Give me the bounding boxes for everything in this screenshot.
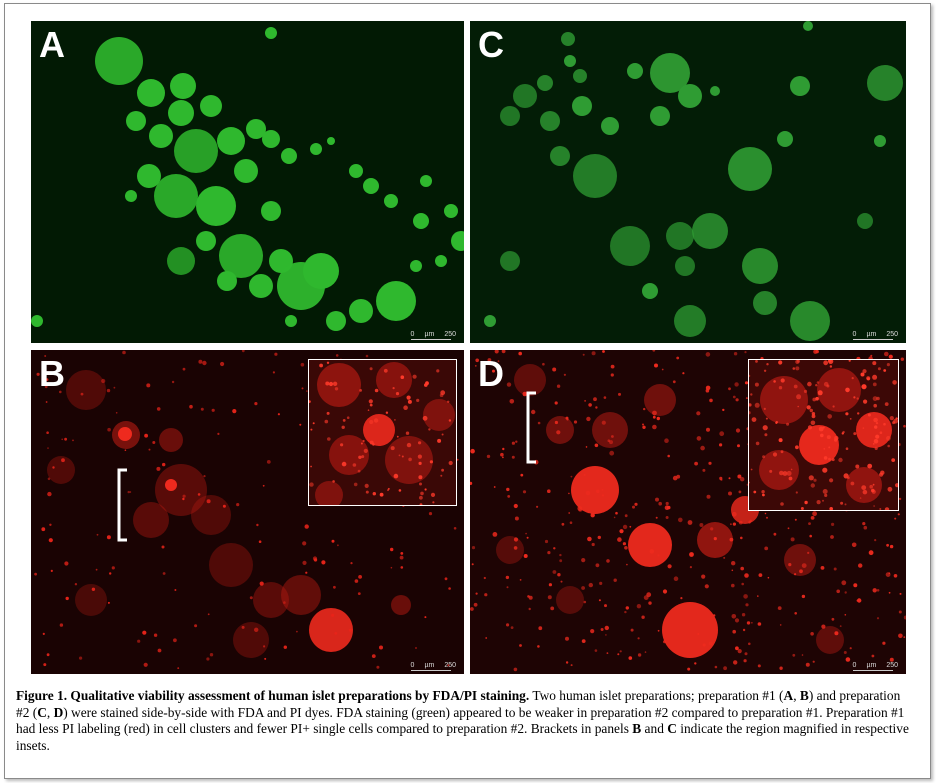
scale-unit: µm — [866, 331, 877, 338]
caption-text: indicate the region magnified in respect… — [16, 721, 909, 753]
panel-label-a: A — [39, 24, 65, 65]
caption-ref-d: D — [53, 704, 64, 720]
scale-bar-a: 0 µm 250 — [410, 331, 456, 340]
inset-d-image — [749, 360, 898, 510]
panel-b-image — [34, 350, 459, 669]
scale-min: 0 — [852, 662, 857, 669]
scale-min: 0 — [410, 662, 415, 669]
scale-bar-b: 0 µm 250 — [410, 662, 456, 671]
caption-ref-c: C — [37, 704, 47, 720]
inset-b-image — [309, 361, 455, 505]
caption-ref-b: B — [632, 721, 642, 737]
caption-title: Figure 1. Qualitative viability assessme… — [16, 688, 530, 703]
caption-ref-b: B — [799, 688, 809, 703]
panel-c-image — [484, 21, 903, 341]
red-cell-clusters — [47, 370, 411, 658]
scale-unit: µm — [424, 662, 435, 669]
caption-text: , — [793, 688, 800, 703]
figure-caption: Figure 1. Qualitative viability assessme… — [16, 688, 916, 754]
scale-unit: µm — [866, 662, 877, 669]
green-islet-clusters — [31, 27, 464, 331]
inset-d-magnified — [748, 359, 899, 511]
panel-b-pi-prep1: B 0 µm 250 — [31, 350, 464, 674]
panel-label-c: C — [478, 24, 504, 65]
scale-max: 250 — [444, 331, 456, 338]
caption-text: ) and preparation #2 ( — [16, 688, 901, 720]
scale-min: 0 — [410, 331, 415, 338]
panel-d-image — [470, 350, 906, 672]
bracket-marker — [526, 391, 536, 464]
panel-c-fda-prep2: C 0 µm 250 — [470, 21, 906, 343]
scale-max: 250 — [886, 331, 898, 338]
caption-ref-a: A — [783, 688, 794, 703]
scale-max: 250 — [886, 662, 898, 669]
panel-label-d: D — [478, 353, 504, 394]
scale-unit: µm — [424, 331, 435, 338]
caption-ref-c: C — [667, 721, 677, 737]
scale-max: 250 — [444, 662, 456, 669]
panel-label-b: B — [39, 353, 65, 394]
caption-text: , — [46, 704, 54, 720]
caption-text: and — [641, 721, 668, 737]
panel-a-image — [31, 27, 464, 331]
caption-text: Two human islet preparations; preparatio… — [529, 688, 784, 703]
panel-d-pi-prep2: D 0 µm 250 — [470, 350, 906, 674]
pi-positive-single-cells — [34, 350, 459, 669]
bracket-marker — [117, 468, 127, 542]
scale-min: 0 — [852, 331, 857, 338]
green-islet-clusters — [484, 21, 903, 341]
inset-b-magnified — [308, 359, 457, 506]
scale-bar-d: 0 µm 250 — [852, 662, 898, 671]
panel-a-fda-prep1: A 0 µm 250 — [31, 21, 464, 343]
scale-bar-c: 0 µm 250 — [852, 331, 898, 340]
caption-text: ) were stained side-by-side with FDA and… — [16, 704, 905, 737]
